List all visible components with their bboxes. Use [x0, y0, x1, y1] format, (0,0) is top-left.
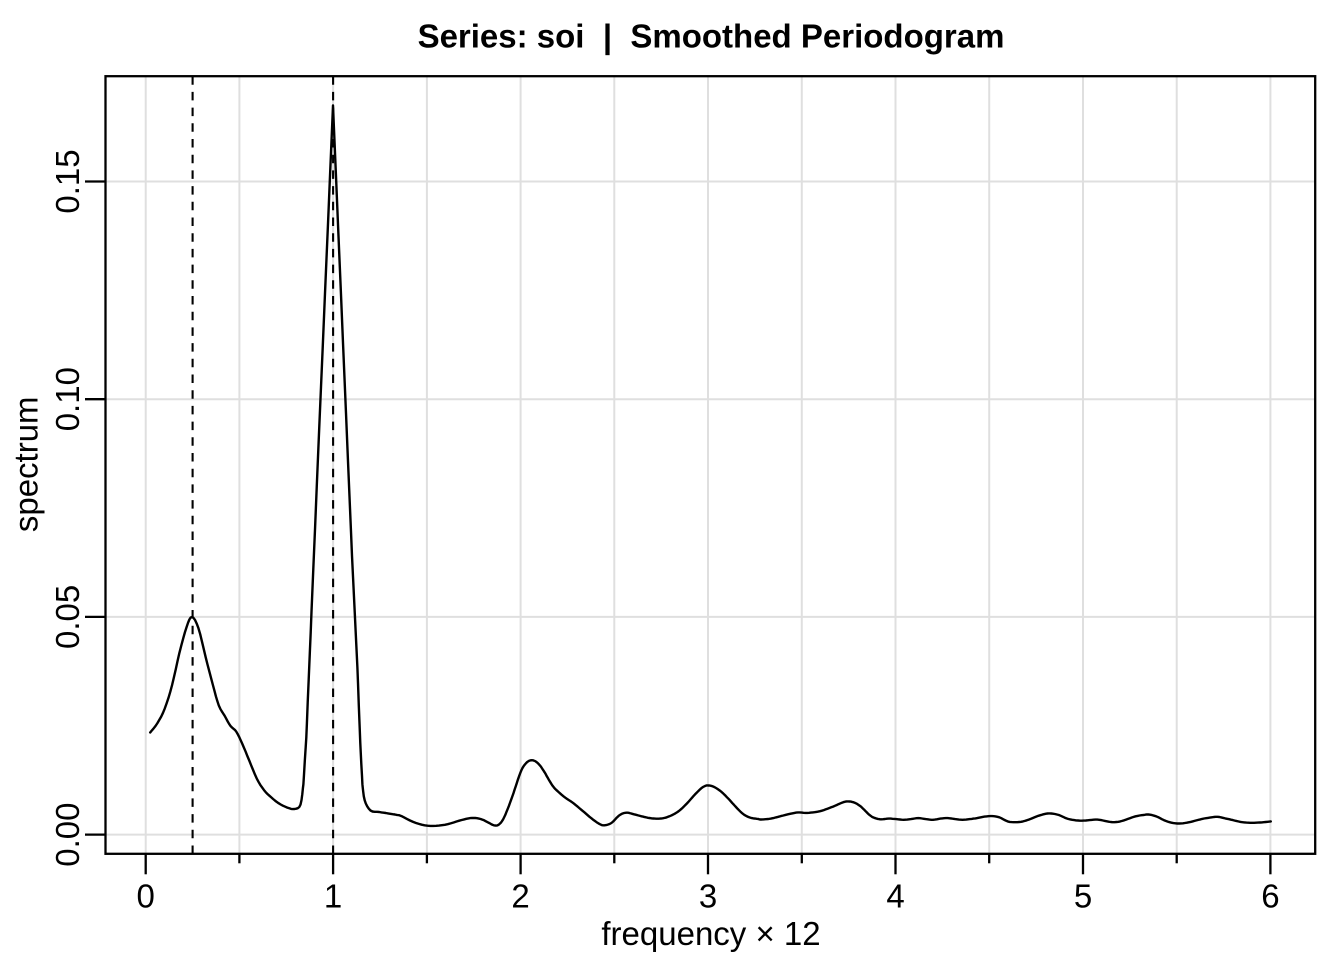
svg-text:0.05: 0.05	[49, 585, 86, 649]
svg-text:6: 6	[1261, 878, 1279, 915]
svg-text:0.00: 0.00	[49, 802, 86, 866]
svg-text:Series: soi | Smoothed Perio: Series: soi | Smoothed Periodogram	[418, 18, 1005, 55]
svg-text:5: 5	[1074, 878, 1092, 915]
svg-text:0: 0	[137, 878, 155, 915]
svg-text:frequency × 12: frequency × 12	[601, 915, 820, 952]
svg-text:1: 1	[324, 878, 342, 915]
svg-text:2: 2	[511, 878, 529, 915]
svg-text:0.10: 0.10	[49, 367, 86, 431]
svg-text:spectrum: spectrum	[8, 396, 45, 532]
svg-text:3: 3	[699, 878, 717, 915]
svg-text:4: 4	[886, 878, 904, 915]
svg-text:0.15: 0.15	[49, 149, 86, 213]
